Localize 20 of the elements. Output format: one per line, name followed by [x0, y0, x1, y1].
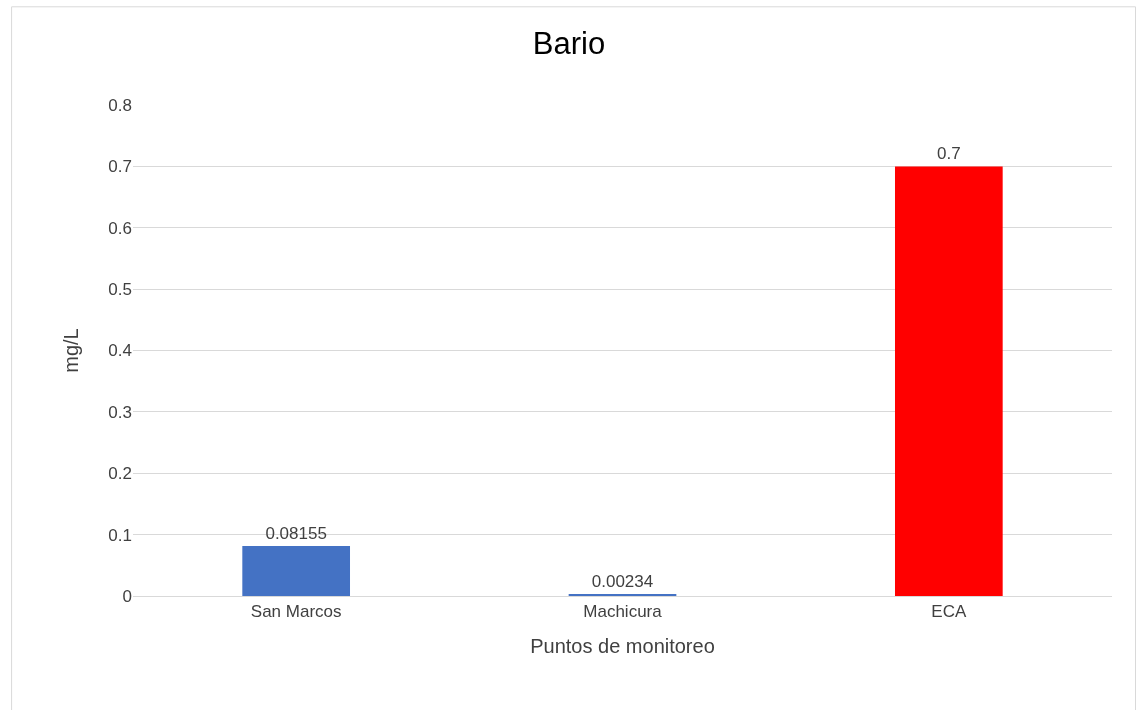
x-axis-title: Puntos de monitoreo	[530, 634, 715, 657]
x-tick-label: Machicura	[583, 602, 663, 622]
y-tick-label: 0.4	[108, 341, 132, 361]
y-tick-label: 0	[122, 586, 132, 606]
y-tick-label: 0.8	[108, 95, 132, 115]
chart-title: Bario	[532, 25, 606, 61]
bar	[894, 166, 1003, 596]
data-label: 0.08155	[265, 523, 327, 543]
y-axis-title: mg/L	[59, 328, 82, 373]
data-label: 0.00234	[591, 572, 654, 591]
x-tick-label: San Marcos	[250, 602, 342, 622]
y-tick-label: 0.6	[108, 218, 132, 238]
y-tick-label: 0.3	[108, 402, 132, 422]
y-tick-label: 0.1	[108, 525, 132, 545]
y-tick-label: 0.5	[108, 280, 132, 300]
y-tick-label: 0.7	[108, 157, 132, 177]
bar	[242, 545, 351, 596]
data-label: 0.7	[937, 144, 961, 164]
y-tick-label: 0.2	[108, 464, 132, 484]
x-tick-label: ECA	[931, 602, 967, 622]
